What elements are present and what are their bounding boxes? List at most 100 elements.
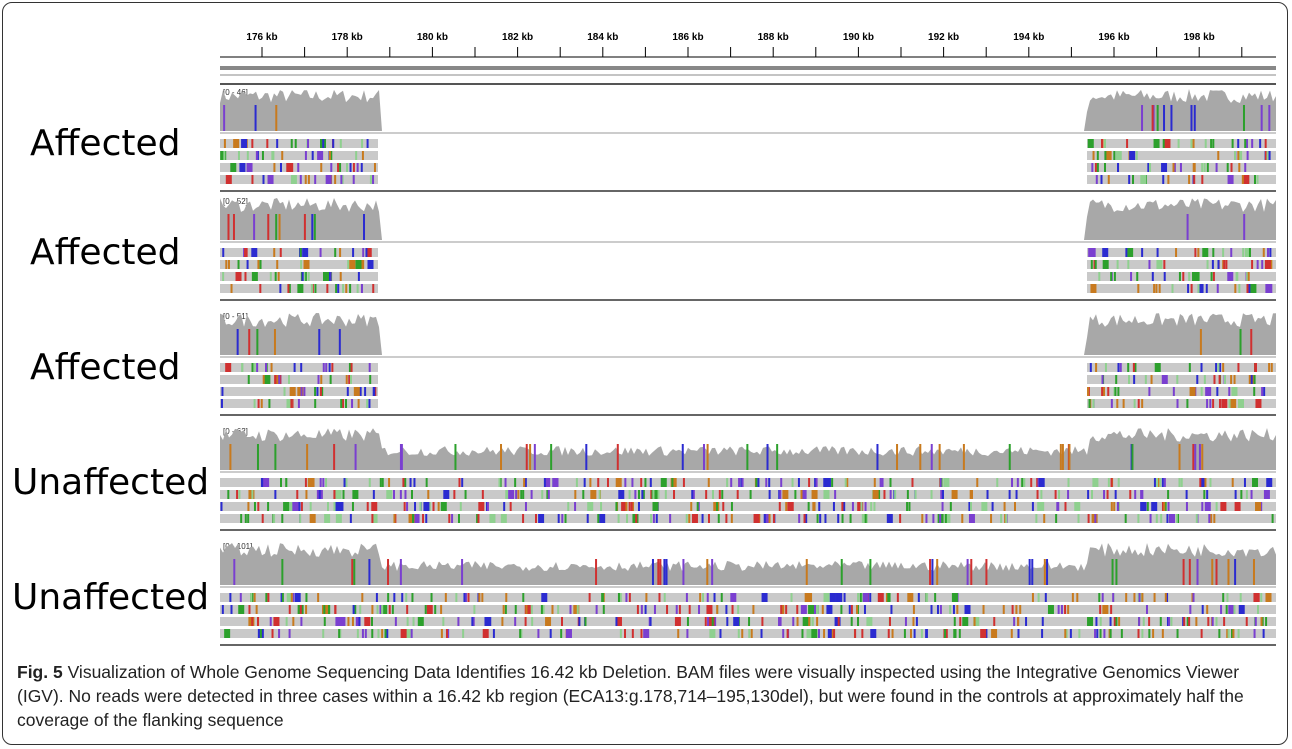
read-mismatch bbox=[225, 175, 232, 184]
read-mismatch bbox=[1211, 260, 1214, 269]
read-mismatch bbox=[492, 629, 495, 638]
read-mismatch bbox=[1147, 163, 1150, 172]
read-mismatch bbox=[811, 490, 818, 499]
read-mismatch bbox=[314, 284, 317, 293]
read-mismatch bbox=[453, 490, 456, 499]
read-mismatch bbox=[1230, 375, 1233, 384]
read-mismatch bbox=[305, 490, 308, 499]
read-mismatch bbox=[352, 605, 355, 614]
read-mismatch bbox=[1206, 399, 1209, 408]
read-mismatch bbox=[930, 490, 933, 499]
read-mismatch bbox=[371, 502, 378, 511]
read-mismatch bbox=[292, 617, 295, 626]
read-mismatch bbox=[256, 617, 259, 626]
read-mismatch bbox=[504, 478, 507, 487]
read-mismatch bbox=[1202, 248, 1209, 257]
read-mismatch bbox=[798, 514, 801, 523]
read-mismatch bbox=[833, 629, 836, 638]
read-mismatch bbox=[268, 399, 271, 408]
read-mismatch bbox=[824, 514, 827, 523]
read-mismatch bbox=[574, 502, 577, 511]
read-mismatch bbox=[1252, 478, 1259, 487]
coverage-variant bbox=[1178, 444, 1181, 470]
read-mismatch bbox=[763, 514, 770, 523]
read-mismatch bbox=[387, 593, 390, 602]
read-mismatch bbox=[290, 139, 293, 148]
read-mismatch bbox=[531, 617, 534, 626]
read-mismatch bbox=[779, 617, 782, 626]
read-mismatch bbox=[862, 593, 869, 602]
read-mismatch bbox=[990, 514, 993, 523]
read-mismatch bbox=[748, 617, 751, 626]
read-mismatch bbox=[956, 605, 959, 614]
read-mismatch bbox=[1094, 260, 1097, 269]
read-mismatch bbox=[1230, 163, 1233, 172]
read-mismatch bbox=[617, 593, 620, 602]
read bbox=[220, 375, 378, 384]
read-mismatch bbox=[267, 593, 270, 602]
read-mismatch bbox=[1168, 617, 1171, 626]
read-mismatch bbox=[834, 617, 841, 626]
read-mismatch bbox=[1265, 617, 1268, 626]
read-mismatch bbox=[1215, 617, 1218, 626]
read-mismatch bbox=[915, 617, 918, 626]
read-mismatch bbox=[221, 605, 224, 614]
coverage-variant bbox=[223, 105, 226, 131]
read-mismatch bbox=[328, 272, 331, 281]
read-mismatch bbox=[1213, 375, 1216, 384]
read-mismatch bbox=[325, 175, 332, 184]
read-mismatch bbox=[1149, 514, 1152, 523]
read-mismatch bbox=[404, 629, 411, 638]
read-mismatch bbox=[1176, 375, 1179, 384]
coverage-variant bbox=[399, 559, 402, 585]
read-mismatch bbox=[818, 502, 821, 511]
coverage-variant bbox=[368, 559, 371, 585]
read-mismatch bbox=[877, 593, 884, 602]
read-mismatch bbox=[220, 502, 223, 511]
read-mismatch bbox=[631, 478, 634, 487]
read-mismatch bbox=[1153, 593, 1156, 602]
read-mismatch bbox=[298, 502, 301, 511]
read-mismatch bbox=[353, 260, 356, 269]
read-mismatch bbox=[481, 593, 484, 602]
read-mismatch bbox=[424, 605, 427, 614]
read-mismatch bbox=[888, 593, 891, 602]
read-mismatch bbox=[651, 490, 658, 499]
read-mismatch bbox=[347, 260, 350, 269]
read-mismatch bbox=[1140, 175, 1147, 184]
read-mismatch bbox=[860, 502, 863, 511]
read-mismatch bbox=[757, 478, 760, 487]
read-mismatch bbox=[425, 514, 428, 523]
read-mismatch bbox=[1040, 490, 1043, 499]
read-mismatch bbox=[1095, 617, 1098, 626]
igv-figure: 176 kb 178 kb 180 kb 182 kb 184 kb 186 kb 188 … bbox=[12, 32, 1276, 646]
read-mismatch bbox=[925, 629, 928, 638]
coverage-variant bbox=[399, 444, 402, 470]
read-mismatch bbox=[1016, 478, 1019, 487]
read-mismatch bbox=[1195, 514, 1198, 523]
read-mismatch bbox=[540, 605, 543, 614]
read-mismatch bbox=[1263, 387, 1266, 396]
read-mismatch bbox=[823, 629, 826, 638]
read-mismatch bbox=[737, 629, 740, 638]
read-mismatch bbox=[930, 605, 933, 614]
coverage-variant bbox=[1239, 329, 1242, 355]
read-mismatch bbox=[1197, 284, 1200, 293]
read-mismatch bbox=[1005, 514, 1008, 523]
read-mismatch bbox=[794, 490, 797, 499]
read-mismatch bbox=[376, 605, 379, 614]
read-mismatch bbox=[1240, 490, 1243, 499]
read-mismatch bbox=[1211, 617, 1214, 626]
read-mismatch bbox=[356, 284, 359, 293]
coverage-variant bbox=[711, 559, 714, 585]
read-mismatch bbox=[1253, 629, 1256, 638]
read-mismatch bbox=[422, 514, 425, 523]
read-mismatch bbox=[404, 490, 407, 499]
read-mismatch bbox=[1127, 248, 1134, 257]
read-mismatch bbox=[276, 139, 279, 148]
read-mismatch bbox=[805, 514, 808, 523]
read-mismatch bbox=[1193, 163, 1196, 172]
read-mismatch bbox=[1013, 617, 1016, 626]
read-mismatch bbox=[1233, 605, 1236, 614]
read-mismatch bbox=[365, 248, 368, 257]
